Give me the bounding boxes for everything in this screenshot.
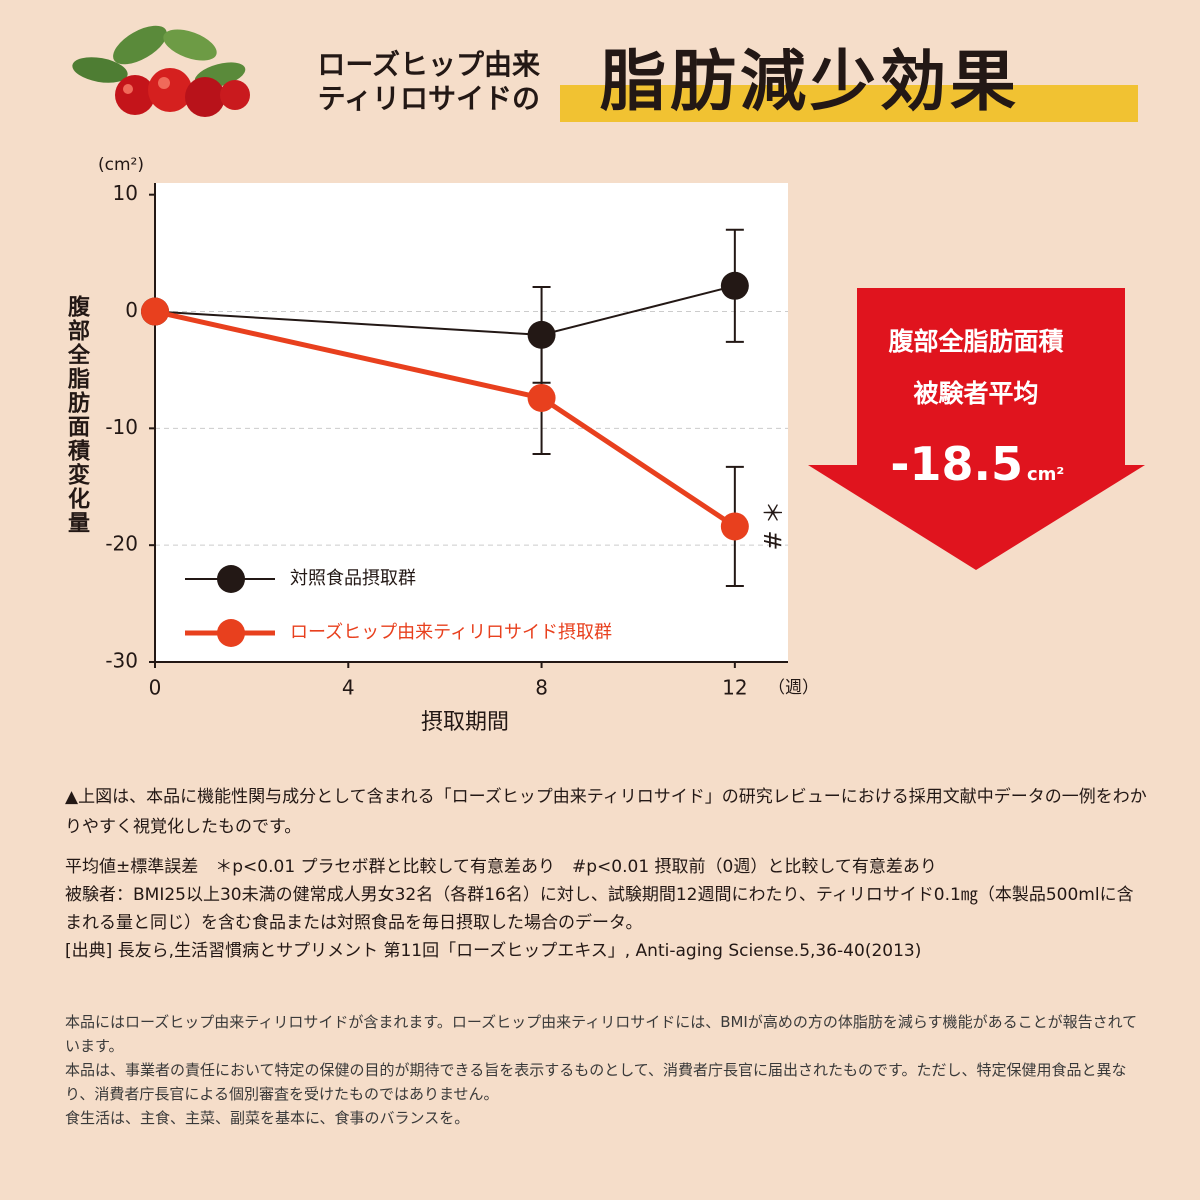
point — [720, 271, 749, 300]
legend-label: 対照食品摂取群 — [290, 568, 416, 589]
y-label: 腹部全脂肪面積変化量 — [64, 295, 89, 535]
chart: (cm²) 摂取期間 （週） -30 -20 -10 0 10 0 4 8 12 対照食品摂取群ロ… — [98, 155, 819, 735]
y-tick-label: 10 — [113, 181, 138, 205]
subtitle-line: ローズヒップ由来 — [317, 48, 540, 81]
point — [720, 512, 749, 541]
point — [141, 297, 169, 326]
x-tick-label: 12 — [722, 676, 747, 700]
callout-value: -18.5 — [890, 437, 1023, 491]
callout-line: 被験者平均 — [913, 379, 1038, 408]
x-tick-label: 0 — [149, 676, 162, 700]
note: 平均値±標準誤差 ＊p<0.01 プラセボ群と比較して有意差あり #p<0.01… — [65, 857, 937, 877]
x-tick-label: 4 — [342, 676, 355, 700]
disclaimer-line: 食生活は、主食、主菜、副菜を基本に、食事のバランスを。 — [65, 1109, 470, 1127]
disclaimer: 本品にはローズヒップ由来ティリロサイドが含まれます。ローズヒップ由来ティリロサイ… — [65, 1010, 1150, 1130]
note: [出典] 長友ら,生活習慣病とサプリメント 第11回「ローズヒップエキス」, A… — [65, 941, 922, 961]
y-tick-label: 0 — [125, 298, 138, 322]
point — [527, 383, 556, 412]
subtitle-line: ティリロサイドの — [317, 82, 540, 115]
callout-line: 腹部全脂肪面積 — [888, 327, 1063, 356]
y-tick-label: -30 — [105, 649, 138, 673]
y-unit: (cm²) — [98, 155, 144, 175]
x-unit: （週） — [768, 678, 819, 698]
notes: 平均値±標準誤差 ＊p<0.01 プラセボ群と比較して有意差あり #p<0.01… — [65, 853, 1150, 965]
disclaimer-line: 本品は、事業者の責任において特定の保健の目的が期待できる旨を表示するものとして、… — [65, 1061, 1127, 1103]
y-tick-label: -10 — [105, 415, 138, 439]
plot-area — [155, 183, 788, 662]
x-label: 摂取期間 — [421, 710, 509, 735]
title: 脂肪減少効果 — [600, 43, 1020, 120]
figure-note: ▲上図は、本品に機能性関与成分として含まれる「ローズヒップ由来ティリロサイド」の… — [65, 787, 1147, 837]
legend-marker — [217, 619, 245, 647]
disclaimer-line: 本品にはローズヒップ由来ティリロサイドが含まれます。ローズヒップ由来ティリロサイ… — [65, 1013, 1138, 1055]
callout-unit: cm² — [1027, 464, 1064, 485]
x-tick-label: 8 — [535, 676, 548, 700]
title-band — [560, 85, 1138, 122]
legend-label: ローズヒップ由来ティリロサイド摂取群 — [290, 622, 612, 643]
note: 被験者：BMI25以上30未満の健常成人男女32名（各群16名）に対し、試験期間… — [65, 885, 1134, 933]
significance-mark: ＊ — [758, 500, 786, 524]
callout-arrow: 腹部全脂肪面積 被験者平均 -18.5 cm² — [808, 288, 1145, 570]
y-tick-label: -20 — [105, 532, 138, 556]
subtitle: ローズヒップ由来 ティリロサイドの — [300, 48, 540, 116]
rosehip-illustration — [72, 25, 250, 117]
legend-marker — [217, 565, 245, 593]
significance-mark: # — [758, 530, 786, 550]
